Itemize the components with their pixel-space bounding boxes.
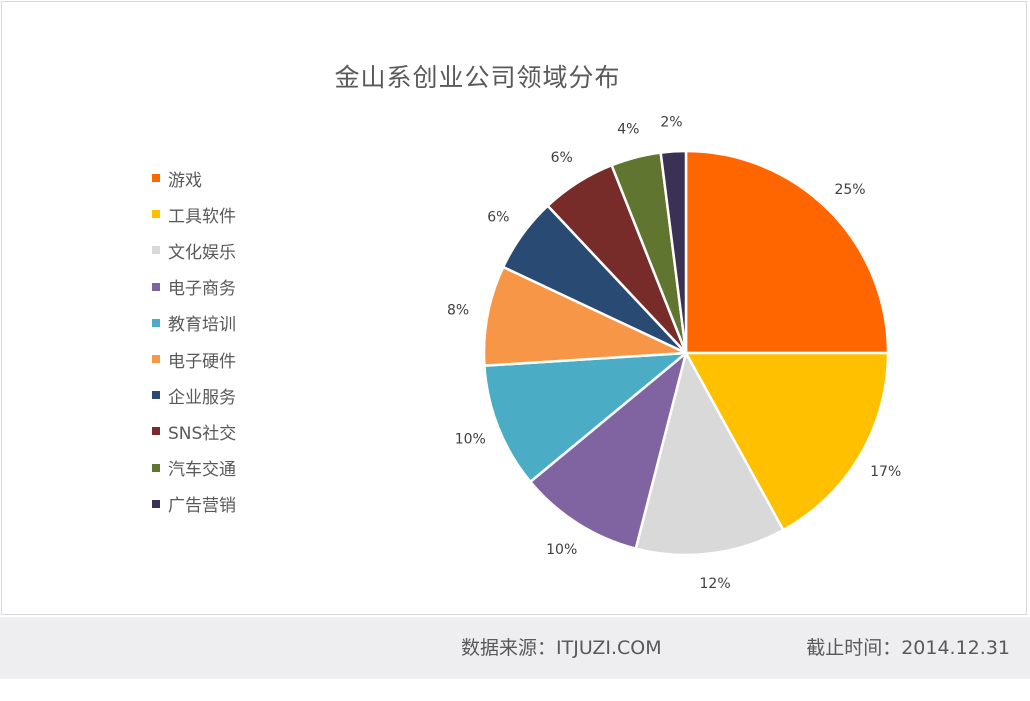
legend-item: 文化娱乐: [152, 232, 352, 268]
legend-label: 游戏: [168, 170, 202, 191]
legend-swatch: [152, 210, 160, 219]
legend-label: 电子商务: [168, 279, 236, 300]
legend-swatch: [152, 174, 160, 183]
pie-slice: [529, 351, 688, 550]
legend-swatch: [152, 282, 160, 291]
cutoff-date-text: 截止时间：2014.12.31: [806, 637, 1010, 659]
pie-data-label: 10%: [455, 431, 486, 447]
pie-data-label: 6%: [487, 210, 509, 226]
pie-data-label: 12%: [700, 576, 731, 592]
legend-item: 工具软件: [152, 196, 352, 232]
chart-title: 金山系创业公司领域分布: [334, 63, 621, 92]
legend-swatch: [152, 318, 160, 327]
chart-legend: 游戏工具软件文化娱乐电子商务教育培训电子硬件企业服务 SNS社交汽车交通广告营销: [152, 160, 352, 522]
data-source-text: 数据来源：ITJUZI.COM: [461, 637, 662, 659]
legend-swatch: [152, 246, 160, 255]
pie-slice: [684, 149, 890, 355]
pie-slice: [482, 265, 688, 367]
legend-item: 汽车交通: [152, 450, 352, 486]
legend-swatch: [152, 463, 160, 472]
pie-slice: [483, 351, 688, 484]
footer-bar: 数据来源：ITJUZI.COM 截止时间：2014.12.31: [0, 617, 1030, 679]
pie-data-label: 6%: [551, 150, 573, 166]
legend-swatch: [152, 355, 160, 364]
legend-item: 教育培训: [152, 305, 352, 341]
legend-label: 文化娱乐: [168, 242, 236, 263]
legend-item: 电子硬件: [152, 341, 352, 377]
legend-item: SNS社交: [152, 413, 352, 449]
pie-data-label: 2%: [660, 114, 682, 130]
pie-slice: [634, 351, 785, 557]
pie-data-label: 25%: [834, 182, 865, 198]
legend-label: 广告营销: [168, 496, 236, 517]
legend-item: 电子商务: [152, 269, 352, 305]
legend-item: 游戏: [152, 160, 352, 196]
pie-data-label: 4%: [617, 121, 639, 137]
legend-label: 工具软件: [168, 206, 236, 227]
pie-data-label: 10%: [546, 542, 577, 558]
pie-data-label: 17%: [870, 464, 901, 480]
legend-swatch: [152, 391, 160, 400]
pie-slice: [684, 351, 890, 532]
legend-label: 电子硬件: [168, 351, 236, 372]
legend-label: SNS社交: [168, 423, 237, 444]
pie-data-label: 8%: [447, 303, 469, 319]
pie-slice: [659, 149, 688, 355]
legend-item: 企业服务: [152, 377, 352, 413]
legend-swatch: [152, 427, 160, 436]
legend-label: 汽车交通: [168, 460, 236, 481]
legend-swatch: [152, 499, 160, 508]
legend-label: 企业服务: [168, 387, 236, 408]
legend-item: 广告营销: [152, 486, 352, 522]
legend-label: 教育培训: [168, 315, 236, 336]
